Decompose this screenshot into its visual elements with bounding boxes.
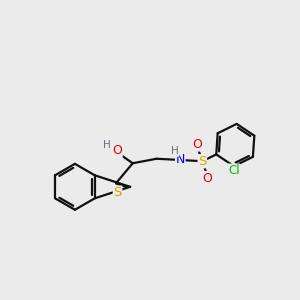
Text: S: S [113,186,122,199]
Text: Cl: Cl [228,164,240,177]
Text: H: H [171,146,179,156]
Text: S: S [198,155,206,168]
Text: O: O [203,172,213,184]
Text: O: O [112,144,122,158]
Text: N: N [176,154,185,166]
Text: H: H [103,140,111,150]
Text: O: O [192,138,202,151]
